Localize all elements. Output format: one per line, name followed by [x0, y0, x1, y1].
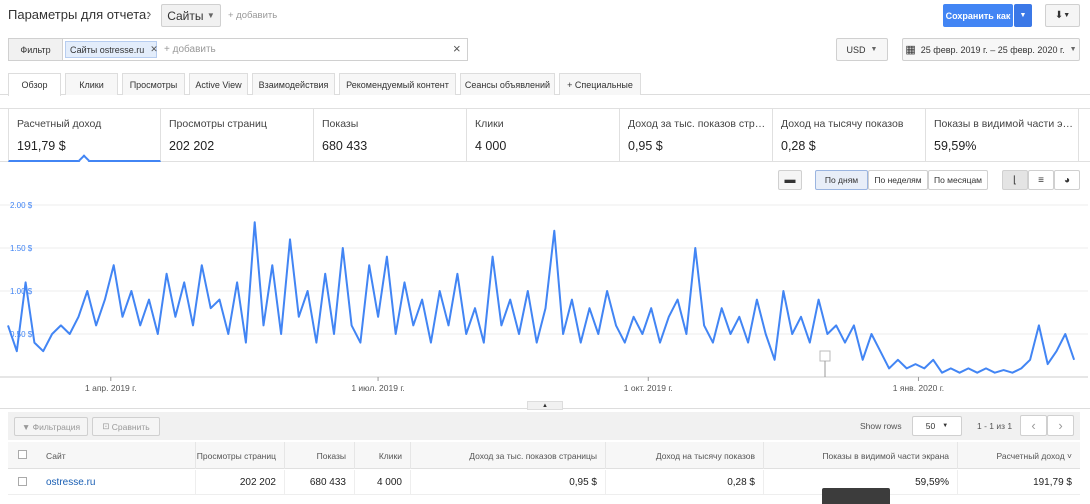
metric-value: 4 000 — [475, 139, 507, 153]
overlay-tooltip — [822, 488, 890, 504]
filter-label: Фильтр — [9, 39, 63, 60]
metric-label: Доход на тысячу показов — [781, 118, 904, 130]
column-header[interactable]: Показы — [285, 442, 355, 469]
bar-view[interactable]: ≡ — [1028, 170, 1054, 190]
metric-card[interactable]: Показы в видимой части экрана 59,59% — [926, 108, 1079, 162]
by-day[interactable]: По дням — [815, 170, 868, 190]
filter-button[interactable]: ▼ Фильтрация — [14, 417, 88, 436]
metric-label: Показы — [322, 118, 359, 130]
cell: 0,28 $ — [606, 470, 764, 495]
filter-chip[interactable]: Сайты ostresse.ru ✕ — [65, 41, 158, 58]
chip-text: Сайты ostresse.ru — [70, 44, 145, 55]
pager: 1 - 1 из 1 — [977, 421, 1013, 431]
chart: 0.50 $ 1.00 $ 1.50 $ 2.00 $ 1 апр. 2019 г. 1 … — [0, 201, 1088, 393]
tab[interactable]: Рекомендуемый контент — [339, 73, 456, 95]
clear-filter[interactable]: × — [453, 41, 461, 56]
x-tick-label: 1 апр. 2019 г. — [85, 383, 137, 393]
column-header[interactable]: Доход на тысячу показов — [606, 442, 764, 469]
pie-view[interactable]: ◕ — [1054, 170, 1080, 190]
report-title: Параметры для отчета: — [8, 7, 150, 22]
metric-card[interactable]: Доход на тысячу показов 0,28 $ — [773, 108, 926, 162]
y-tick-label: 0.50 $ — [10, 330, 33, 339]
filter-button-text: Фильтрация — [32, 421, 81, 432]
dimension-text: Сайты — [167, 8, 204, 23]
site-link[interactable]: ostresse.ru — [36, 470, 196, 495]
cell: 4 000 — [355, 470, 411, 495]
metric-card[interactable]: Просмотры страниц 202 202 — [161, 108, 314, 162]
x-tick-label: 1 окт. 2019 г. — [624, 383, 673, 393]
cell: 202 202 — [196, 470, 285, 495]
metrics-strip — [0, 108, 1090, 162]
metric-value: 202 202 — [169, 139, 215, 153]
select-all[interactable] — [18, 450, 27, 459]
tab[interactable]: Active View — [189, 73, 248, 95]
compare-text: Сравнить — [111, 421, 150, 432]
table-toolbar — [8, 412, 1080, 440]
metric-label: Клики — [475, 118, 504, 130]
filter-bar — [8, 38, 468, 61]
download-button[interactable]: ⬇ ▼ — [1045, 4, 1080, 27]
dimension-select[interactable]: Сайты ▼ — [161, 4, 221, 27]
collapse-handle[interactable]: ▲ — [527, 401, 563, 410]
add-dimension[interactable]: + добавить — [228, 10, 278, 21]
prev-page[interactable]: ‹ — [1020, 415, 1047, 436]
metric-card[interactable]: Клики 4 000 — [467, 108, 620, 162]
x-tick-label: 1 июл. 2019 г. — [351, 383, 404, 393]
table-header — [8, 442, 1080, 469]
tab[interactable]: Просмотры — [122, 73, 185, 95]
metric-value: 680 433 — [322, 139, 368, 153]
add-filter[interactable]: + добавить — [164, 44, 216, 55]
currency-select[interactable]: USD ▼ — [836, 38, 888, 61]
y-tick-label: 2.00 $ — [10, 201, 33, 210]
y-tick-label: 1.50 $ — [10, 244, 33, 253]
column-header[interactable]: Сайт — [36, 442, 196, 469]
currency-text: USD — [846, 44, 866, 55]
cell: 680 433 — [285, 470, 355, 495]
table-row — [8, 470, 1080, 495]
tab[interactable]: Взаимодействия — [252, 73, 335, 95]
tab[interactable]: + Специальные — [559, 73, 641, 95]
rows-value: 50 — [925, 421, 936, 431]
date-range[interactable]: ▦ 25 февр. 2019 г. – 25 февр. 2020 г. ▼ — [902, 38, 1080, 61]
tab[interactable]: Клики — [65, 73, 118, 95]
annotation-marker — [819, 350, 831, 362]
by-month[interactable]: По месяцам — [928, 170, 988, 190]
metric-card[interactable]: Показы 680 433 — [314, 108, 467, 162]
column-header[interactable]: Расчетный доход ˅ — [996, 450, 1072, 461]
metric-value: 59,59% — [934, 139, 977, 153]
annotation-button[interactable]: ▬ — [778, 170, 802, 190]
metric-value: 191,79 $ — [17, 139, 66, 153]
cell: 0,95 $ — [411, 470, 606, 495]
compare-button[interactable]: ⊡ Сравнить — [92, 417, 160, 436]
metric-label: Расчетный доход — [17, 118, 102, 130]
metric-label: Показы в видимой части экрана — [934, 118, 1074, 130]
cell: 59,59% — [764, 470, 958, 495]
tab[interactable]: Обзор — [8, 73, 61, 96]
column-header[interactable]: Показы в видимой части экрана — [764, 442, 958, 469]
y-tick-label: 1.00 $ — [10, 287, 33, 296]
next-page[interactable]: › — [1047, 415, 1074, 436]
column-header[interactable]: Доход за тыс. показов страницы — [411, 442, 606, 469]
metric-label: Доход за тыс. показов страницы — [628, 118, 768, 130]
column-header[interactable]: Просмотры страниц — [196, 442, 285, 469]
date-text: 25 февр. 2019 г. – 25 февр. 2020 г. — [920, 44, 1065, 55]
rows-select[interactable]: 50 ▼ — [912, 416, 962, 436]
chevron: › — [147, 6, 152, 21]
by-week[interactable]: По неделям — [868, 170, 928, 190]
tab[interactable]: Сеансы объявлений — [460, 73, 555, 95]
revenue-line — [7, 221, 1076, 374]
row-checkbox[interactable] — [18, 477, 27, 486]
save-menu[interactable]: ▼ — [1014, 4, 1032, 27]
metric-value: 0,95 $ — [628, 139, 663, 153]
metric-label: Просмотры страниц — [169, 118, 267, 130]
x-tick-label: 1 янв. 2020 г. — [893, 383, 944, 393]
metric-value: 0,28 $ — [781, 139, 816, 153]
line-view[interactable]: ⌊ — [1002, 170, 1028, 190]
save-button[interactable]: Сохранить как — [943, 4, 1013, 27]
show-rows-label: Show rows — [860, 421, 902, 431]
cell: 191,79 $ — [1033, 477, 1072, 488]
column-header[interactable]: Клики — [355, 442, 411, 469]
metric-card[interactable]: Доход за тыс. показов страницы 0,95 $ — [620, 108, 773, 162]
